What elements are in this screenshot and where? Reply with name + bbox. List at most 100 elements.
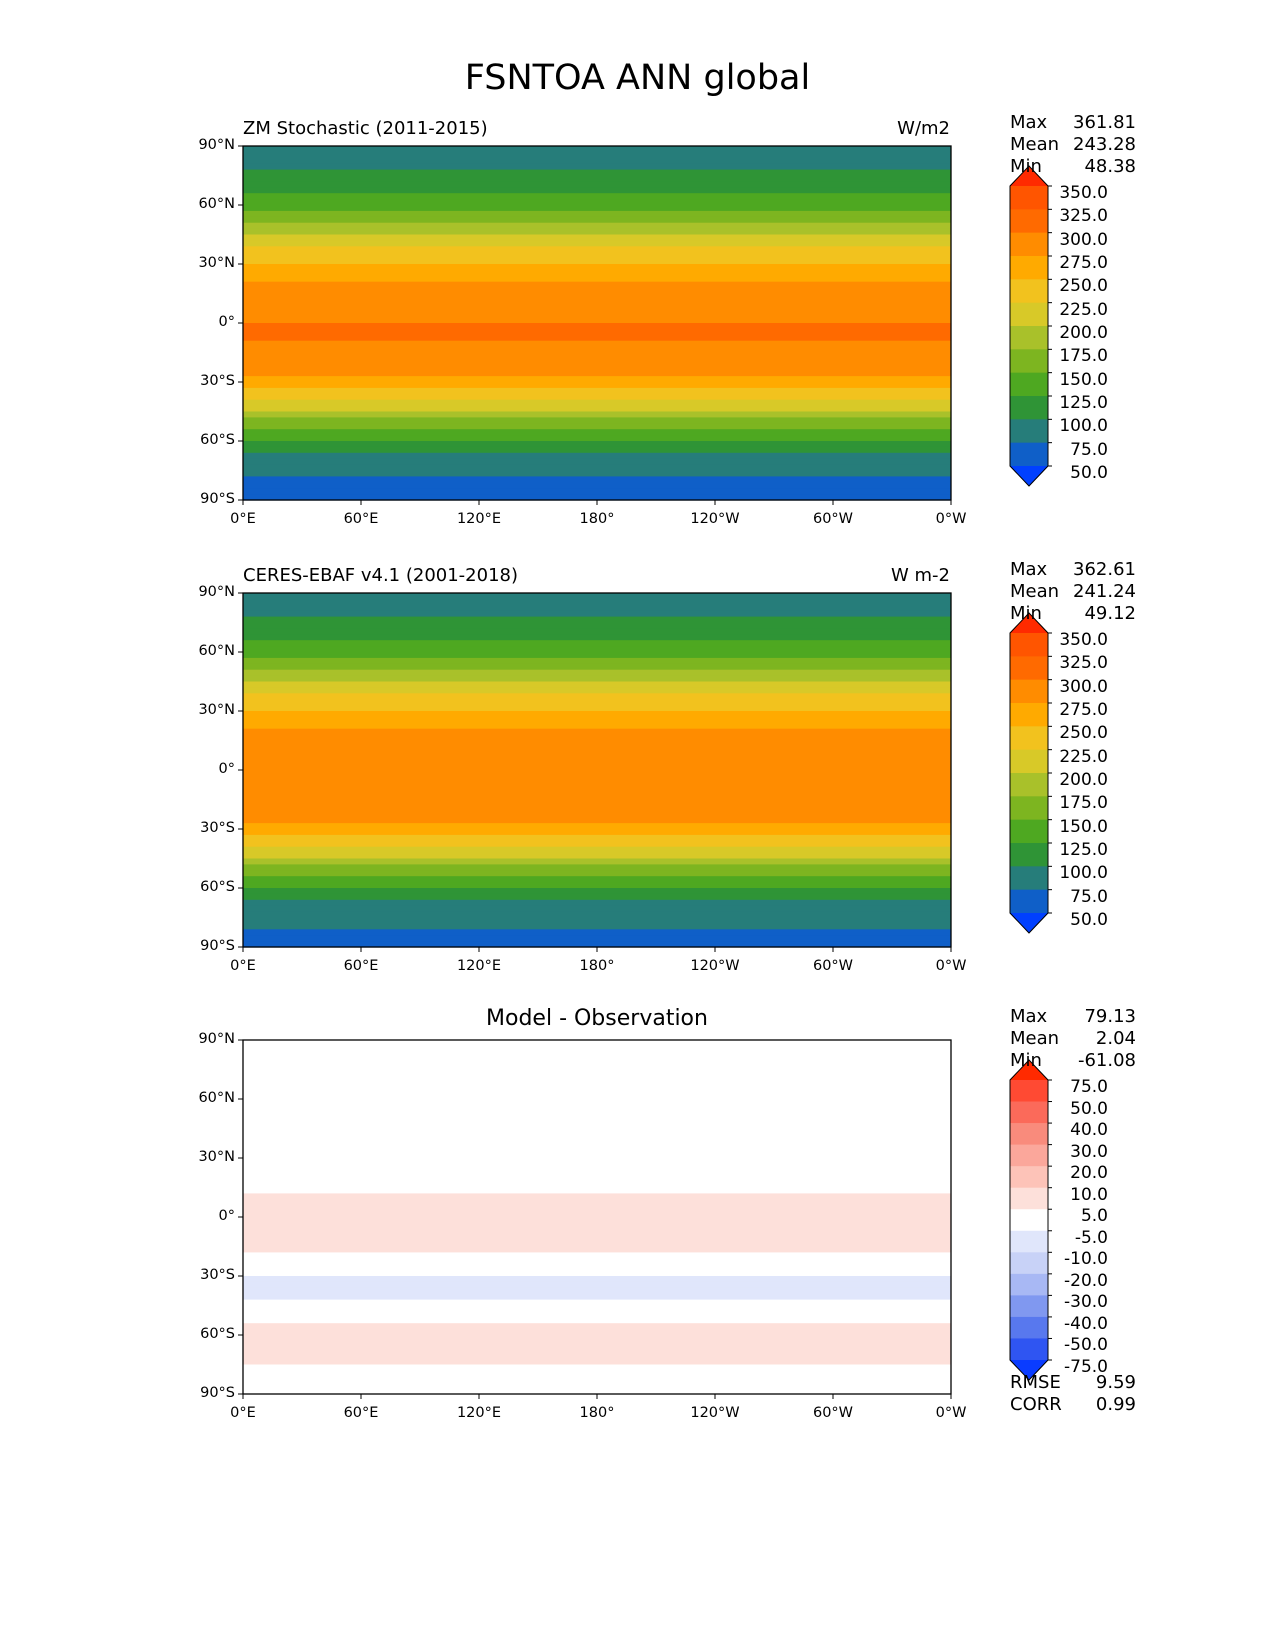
lat-band	[243, 893, 951, 901]
lat-band	[243, 876, 951, 883]
panel-reference: CERES-EBAF v4.1 (2001-2018) W m-2 Max 362…	[0, 447, 1275, 973]
lat-band	[243, 358, 951, 365]
lat-band	[243, 1329, 951, 1336]
colorbar-segment	[1010, 679, 1048, 704]
lat-band	[243, 852, 951, 860]
lat-band	[243, 693, 951, 700]
stat-min-value: -61.08	[1077, 1050, 1136, 1071]
lat-band	[243, 1152, 951, 1159]
lat-band	[243, 146, 951, 153]
map-plot	[238, 592, 1052, 952]
lat-band	[243, 1388, 951, 1395]
lat-band	[243, 163, 951, 171]
colorbar-segment	[1010, 633, 1048, 657]
ytick-label: 90°S	[200, 491, 235, 507]
lat-band	[243, 435, 951, 442]
colorbar-segment	[1010, 326, 1048, 350]
lat-band	[243, 305, 951, 312]
colorbar-label: 350.0	[1059, 630, 1108, 650]
colorbar-label: 75.0	[1070, 439, 1108, 460]
colorbar-segment	[1010, 819, 1048, 844]
colorbar-segment	[1010, 209, 1048, 234]
lat-band	[243, 652, 951, 659]
lat-band	[243, 181, 951, 188]
colorbar-segment	[1010, 656, 1048, 681]
stat-mean-label: Mean	[1010, 134, 1060, 155]
colorbar-segment	[1010, 1123, 1048, 1146]
lat-band	[243, 417, 951, 424]
lat-band	[243, 622, 951, 629]
colorbar-label: 150.0	[1059, 816, 1108, 837]
lat-band	[243, 376, 951, 383]
panel-left-title: ZM Stochastic (2011-2015)	[243, 118, 488, 139]
lat-band	[243, 488, 951, 495]
lat-band	[243, 941, 951, 948]
lat-band	[243, 169, 951, 177]
lat-band	[243, 299, 951, 306]
colorbar-segment	[1010, 773, 1048, 797]
lat-band	[243, 799, 951, 806]
colorbar-top-extension	[1010, 166, 1048, 186]
lat-band	[243, 1163, 951, 1171]
lat-band	[243, 716, 951, 724]
colorbar-label: 225.0	[1059, 299, 1108, 320]
lat-band	[243, 834, 951, 842]
xtick-label: 0°E	[230, 958, 256, 974]
colorbar-label: 20.0	[1070, 1163, 1108, 1184]
lat-band	[243, 793, 951, 801]
lat-band	[243, 787, 951, 795]
lat-band	[243, 205, 951, 212]
lat-band	[243, 1128, 951, 1135]
colorbar-label: 150.0	[1059, 369, 1108, 390]
lat-band	[243, 1287, 951, 1295]
lat-band	[243, 175, 951, 182]
lat-band	[243, 610, 951, 618]
xtick-label: 60°W	[812, 958, 854, 974]
lat-band	[243, 429, 951, 436]
lat-band	[243, 370, 951, 377]
ytick-label: 90°N	[198, 1031, 235, 1047]
lat-band	[243, 1122, 951, 1130]
colorbar-label: 275.0	[1059, 253, 1108, 273]
lat-band	[243, 616, 951, 624]
lat-band	[243, 1252, 951, 1259]
colorbar-segment	[1010, 749, 1048, 774]
xtick-label: 120°E	[456, 1405, 502, 1421]
stat-min-label: Min	[1010, 156, 1042, 177]
colorbar-segment	[1010, 726, 1048, 751]
xtick-label: 60°E	[343, 511, 379, 527]
lat-band	[243, 1116, 951, 1124]
lat-band	[243, 1045, 951, 1053]
lat-band	[243, 1063, 951, 1071]
colorbar-segment	[1010, 1080, 1048, 1102]
lat-band	[243, 929, 951, 936]
lat-band	[243, 323, 951, 330]
stat-min-label: Min	[1010, 603, 1042, 624]
lat-band	[243, 1158, 951, 1165]
stats-block: Max 361.81 Mean 243.28 Min 48.38	[1010, 112, 1136, 178]
lat-band	[243, 864, 951, 871]
ytick-label: 90°N	[198, 584, 235, 600]
stats-block: Max 362.61 Mean 241.24 Min 49.12	[1010, 559, 1136, 625]
ytick-label: 0°	[218, 314, 235, 330]
colorbar-segment	[1010, 396, 1048, 420]
lat-band	[243, 1228, 951, 1236]
xtick-label: 180°	[579, 511, 615, 527]
colorbar-segment	[1010, 256, 1048, 280]
lat-band	[243, 823, 951, 830]
lat-band	[243, 240, 951, 247]
ytick-label: 30°N	[198, 1149, 235, 1165]
panel-test: ZM Stochastic (2011-2015) W/m2 Max 361.81…	[0, 0, 1275, 526]
lat-band	[243, 216, 951, 224]
lat-band	[243, 482, 951, 489]
lat-band	[243, 222, 951, 230]
lat-band	[243, 728, 951, 736]
lat-band	[243, 1311, 951, 1318]
colorbar-segment	[1010, 1273, 1048, 1296]
stat-mean-label: Mean	[1010, 1028, 1060, 1049]
stat-rmse-label: RMSE	[1010, 1372, 1061, 1393]
lat-band	[243, 269, 951, 277]
page-title: FSNTOA ANN global	[464, 58, 811, 98]
colorbar-label: -20.0	[1064, 1270, 1108, 1291]
colorbar-label: 50.0	[1070, 910, 1108, 930]
